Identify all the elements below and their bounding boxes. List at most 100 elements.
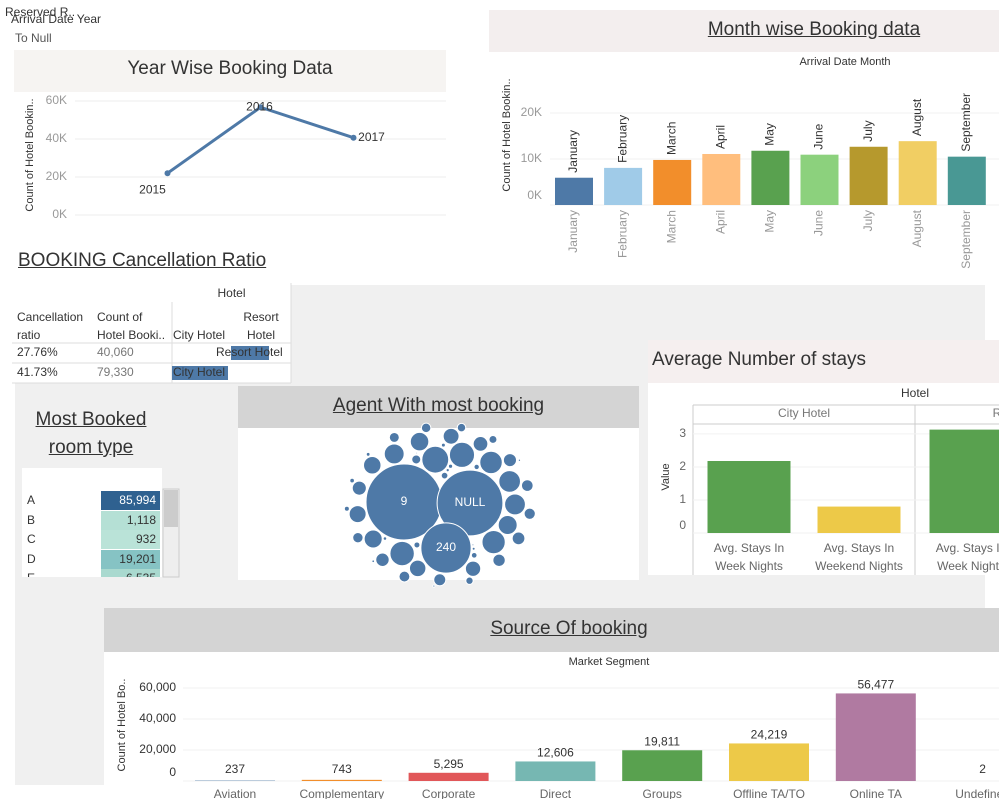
filter-title: Arrival Date Year <box>11 12 102 26</box>
x-tick-label: Corporate <box>422 787 476 799</box>
bubble <box>382 536 388 541</box>
bubble-label: 9 <box>401 494 408 508</box>
point-label: 2017 <box>358 130 385 144</box>
ratio-cell: 41.73% <box>17 365 58 379</box>
value-cell: 1,118 <box>101 510 160 530</box>
bubble <box>504 493 526 516</box>
bubble <box>421 445 450 474</box>
bubble <box>363 456 382 475</box>
bar <box>604 167 643 205</box>
bubble <box>433 573 447 587</box>
bubble <box>411 454 422 465</box>
value-cell: 6,535 <box>101 569 160 577</box>
bubble <box>497 514 518 535</box>
y-tick-label: 0 <box>679 518 686 532</box>
bar-label: August <box>910 98 924 136</box>
bar <box>835 693 916 781</box>
bubble <box>436 469 504 537</box>
x-tick-label: January <box>566 210 580 253</box>
bubble <box>511 531 526 546</box>
column-header: Reserved R.. <box>5 5 76 19</box>
bar <box>622 750 703 781</box>
row-label: B <box>27 512 36 527</box>
bubble <box>479 450 503 475</box>
bubble <box>498 470 521 493</box>
room-table: A 85,994 B 1,118 C 932 D 19,201 E 6,535 <box>22 468 162 577</box>
y-axis-label: Count of Hotel Bo.. <box>116 679 128 772</box>
group-title: Hotel <box>901 386 929 400</box>
y-tick-label: 40,000 <box>139 711 176 725</box>
bubble <box>409 431 430 452</box>
bubble <box>471 543 475 547</box>
value-label: 2 <box>979 762 986 776</box>
x-tick-label: Aviation <box>214 787 256 799</box>
y-tick-label: 0 <box>169 765 176 779</box>
bar <box>947 156 986 205</box>
bubble <box>398 570 411 583</box>
bar <box>729 743 809 781</box>
bubble <box>517 458 522 462</box>
bubble <box>415 451 419 455</box>
x-tick-label: Avg. Stays In Week Nights <box>935 541 999 573</box>
bar-label: February <box>615 115 629 163</box>
y-tick-label: 0K <box>52 207 67 221</box>
hotel-cell: City Hotel <box>173 365 226 379</box>
bubble <box>365 451 371 457</box>
bubble <box>442 427 460 445</box>
value-cell: 19,201 <box>101 549 160 569</box>
bubble <box>440 442 446 448</box>
value-cell: 932 <box>101 530 160 550</box>
bar <box>408 772 489 781</box>
bubble <box>471 546 476 551</box>
bubble <box>440 471 449 480</box>
x-tick-label: Complementary <box>299 787 384 799</box>
row-label: A <box>27 493 36 507</box>
x-tick-label: June <box>812 210 826 236</box>
bubble <box>343 505 350 512</box>
scrollbar-thumb[interactable] <box>164 490 178 527</box>
bubble <box>352 531 364 544</box>
chart-title: Year Wise Booking Data <box>127 58 333 79</box>
bubble <box>432 584 436 588</box>
x-tick-label: Groups <box>643 787 682 799</box>
bar <box>301 779 382 781</box>
x-tick-label: Avg. Stays In Week Nights <box>713 541 785 573</box>
bar-label: April <box>713 125 727 149</box>
bubble <box>375 552 390 567</box>
bubble <box>472 436 489 452</box>
bubble-label: NULL <box>455 495 486 509</box>
column-header: Count of Hotel Booki.. <box>97 310 166 342</box>
bubble <box>445 468 450 473</box>
x-tick-label: Avg. Stays In Weekend Nights <box>815 541 903 573</box>
bar <box>817 506 901 533</box>
y-tick-label: 1 <box>679 492 686 506</box>
row-label: C <box>27 532 36 547</box>
value-label: 237 <box>225 762 245 776</box>
bubble <box>470 551 478 559</box>
point <box>257 104 264 111</box>
cell-bar <box>172 366 228 380</box>
y-axis-label: Value <box>660 463 672 490</box>
x-tick-label: August <box>910 209 924 247</box>
y-tick-label: 20,000 <box>139 742 176 756</box>
x-tick-label: February <box>615 210 629 258</box>
y-tick-label: 10K <box>521 151 542 165</box>
chart-title: Agent With most booking <box>332 395 545 416</box>
bubble <box>473 463 480 471</box>
point <box>164 170 171 177</box>
bar-label: September <box>959 93 973 152</box>
column-header: City Hotel <box>173 328 226 342</box>
y-axis-label: Count of Hotel Bookin.. <box>24 98 36 211</box>
row-label: D <box>27 551 36 566</box>
chart-subtitle: Market Segment <box>569 656 650 668</box>
value-label: 12,606 <box>537 746 574 760</box>
bubble <box>383 443 405 465</box>
bubble <box>464 560 482 577</box>
bar <box>707 460 791 533</box>
value-label: 56,477 <box>857 678 894 692</box>
x-tick-label: Undefined <box>955 787 999 799</box>
y-tick-label: 60,000 <box>139 680 176 694</box>
panel-header <box>238 386 639 428</box>
